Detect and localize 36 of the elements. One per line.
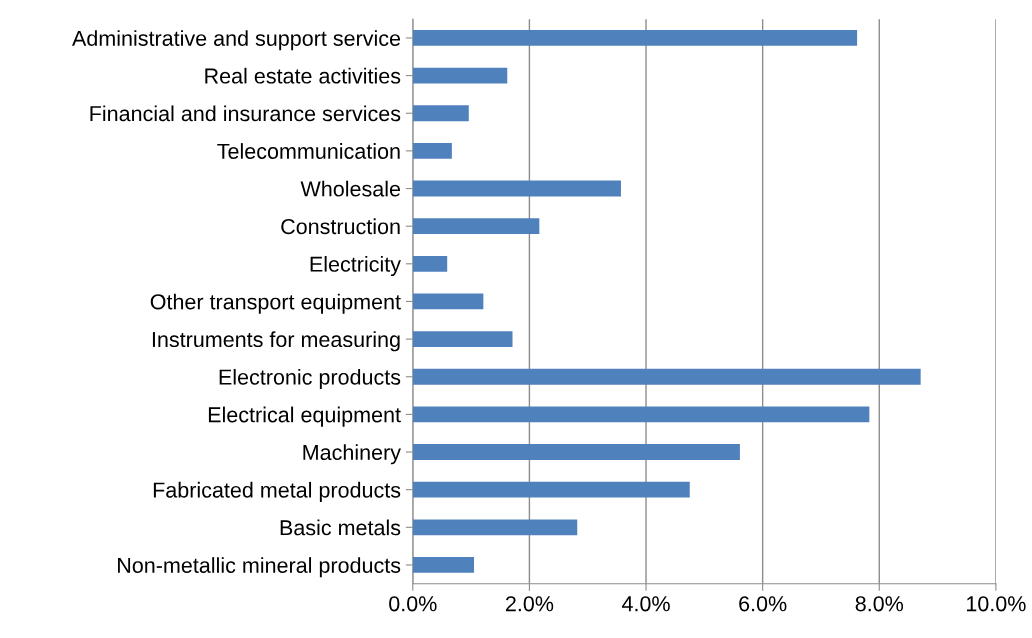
y-tick-label: Machinery	[303, 444, 401, 465]
y-tick-label: Electronic products	[219, 368, 401, 390]
x-tick-label: 0.0%	[389, 596, 437, 612]
x-tick-label: 2.0%	[505, 596, 554, 612]
y-tick-label: Administrative and support service	[72, 30, 401, 51]
bar	[412, 255, 448, 272]
y-tick-label: Other transport equipment	[150, 293, 401, 314]
bar	[412, 519, 578, 536]
x-tick-label: 6.0%	[739, 596, 787, 612]
bar	[412, 444, 740, 460]
y-tick-label: Basic metals	[280, 519, 401, 536]
x-tick-label: 4.0%	[621, 596, 670, 612]
bar	[412, 293, 484, 310]
y-tick-label: Instruments for measuring	[152, 331, 400, 352]
bar	[412, 406, 870, 423]
y-tick-label: Construction	[281, 218, 400, 235]
bar	[412, 368, 921, 385]
y-tick-label: Electrical equipment	[208, 406, 401, 427]
y-tick-label: Electricity	[310, 256, 401, 277]
x-tick-label: 10.0%	[967, 596, 1026, 612]
bar	[412, 331, 513, 347]
bar	[412, 218, 540, 235]
bar	[412, 481, 690, 498]
bar	[412, 105, 469, 122]
y-tick-label: Fabricated metal products	[153, 481, 401, 502]
x-tick-label: 8.0%	[855, 596, 904, 612]
y-tick-label: Real estate activities	[205, 67, 401, 84]
bar	[412, 180, 621, 197]
y-tick-label: Telecommunication	[217, 143, 400, 159]
y-tick-label: Wholesale	[300, 180, 401, 197]
bar	[412, 67, 508, 84]
bar	[412, 557, 475, 573]
bar	[412, 142, 452, 159]
bar	[412, 30, 858, 46]
y-tick-label: Non-metallic mineral products	[118, 557, 401, 578]
y-tick-label: Financial and insurance services	[90, 105, 401, 122]
